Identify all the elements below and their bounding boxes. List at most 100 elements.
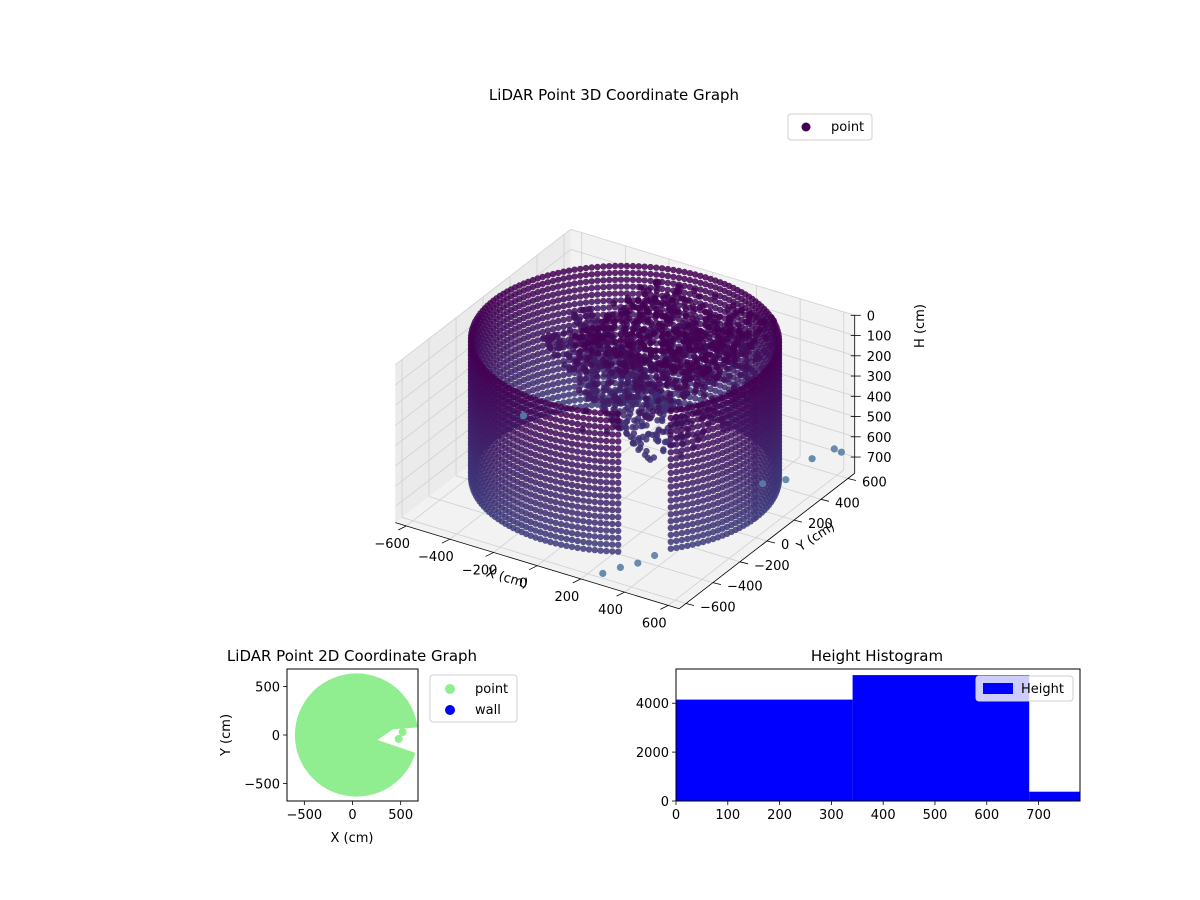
cloud-point bbox=[678, 516, 686, 523]
cloud-point bbox=[597, 416, 604, 424]
cloud-point bbox=[568, 426, 576, 434]
cloud-point bbox=[537, 522, 544, 529]
cloud-point bbox=[603, 547, 610, 555]
cloud-point bbox=[684, 439, 691, 446]
cloud-point bbox=[702, 287, 709, 295]
cloud-point bbox=[547, 497, 554, 504]
cloud-point bbox=[678, 481, 686, 489]
cloud-point bbox=[689, 534, 696, 541]
cloud-point bbox=[577, 286, 584, 293]
cloud-point bbox=[664, 265, 671, 273]
cloud-point bbox=[692, 271, 699, 278]
cloud-point bbox=[699, 401, 707, 408]
cloud-point bbox=[527, 477, 534, 484]
cloud-point bbox=[552, 512, 559, 520]
cloud-point bbox=[573, 358, 580, 365]
cloud-point bbox=[713, 375, 720, 382]
cloud-point bbox=[574, 482, 581, 490]
cloud-point bbox=[662, 394, 669, 401]
point-blob bbox=[398, 728, 407, 737]
cloud-point bbox=[679, 369, 686, 376]
cloud-point bbox=[685, 321, 693, 329]
cloud-point bbox=[542, 447, 549, 455]
cloud-point bbox=[693, 382, 700, 389]
cloud-point bbox=[574, 469, 581, 476]
cloud-point bbox=[667, 414, 674, 422]
cloud-point bbox=[542, 475, 549, 482]
cloud-point bbox=[585, 505, 593, 512]
cloud-point bbox=[539, 349, 546, 356]
cloud-point bbox=[537, 473, 544, 481]
cloud-point bbox=[532, 520, 539, 527]
cloud-point bbox=[663, 381, 670, 388]
cloud-point bbox=[634, 296, 642, 303]
cloud-point bbox=[591, 443, 598, 451]
cloud-point bbox=[714, 334, 722, 341]
cloud-point bbox=[678, 412, 686, 420]
cloud-point bbox=[547, 442, 554, 449]
cloud-point bbox=[552, 457, 559, 464]
cloud-point bbox=[585, 470, 593, 477]
cloud-point bbox=[591, 519, 598, 526]
cloud-point bbox=[694, 436, 702, 444]
cloud-point bbox=[757, 319, 764, 326]
cloud-point bbox=[611, 346, 618, 354]
cloud-point bbox=[627, 352, 635, 359]
cloud-point bbox=[608, 378, 615, 385]
cloud-point bbox=[563, 405, 570, 412]
cloud-point bbox=[563, 432, 570, 439]
cloud-point bbox=[563, 480, 570, 488]
cloud-point bbox=[637, 375, 644, 382]
x-tick-mark bbox=[572, 578, 582, 584]
cloud-point bbox=[689, 513, 696, 521]
cloud-point bbox=[568, 536, 576, 544]
cloud-point bbox=[699, 421, 707, 429]
cloud-point bbox=[534, 316, 541, 323]
cloud-point bbox=[705, 454, 712, 462]
cloud-point bbox=[537, 494, 544, 501]
cloud-point bbox=[684, 404, 691, 412]
y-tick-label: 2000 bbox=[636, 746, 669, 761]
cloud-point bbox=[668, 398, 675, 405]
cloud-point bbox=[670, 280, 677, 287]
cloud-point bbox=[615, 438, 622, 445]
cloud-point bbox=[609, 506, 616, 514]
cloud-point bbox=[542, 523, 549, 531]
cloud-point bbox=[619, 361, 626, 368]
cloud-point bbox=[544, 389, 551, 396]
x-tick-label: −200 bbox=[462, 563, 498, 578]
cloud-point bbox=[591, 450, 598, 457]
cloud-point bbox=[660, 447, 667, 455]
cloud-point bbox=[557, 424, 565, 431]
cloud-point bbox=[667, 456, 674, 463]
cloud-point bbox=[557, 403, 565, 411]
cloud-point bbox=[603, 513, 610, 520]
cloud-point bbox=[763, 333, 770, 341]
cloud-point bbox=[603, 451, 610, 458]
cloud-point bbox=[615, 486, 622, 493]
cloud-point bbox=[615, 452, 622, 459]
cloud-point bbox=[689, 431, 696, 438]
cloud-point bbox=[585, 422, 593, 429]
cloud-point bbox=[645, 380, 652, 388]
cloud-point bbox=[627, 362, 634, 370]
cloud-point bbox=[606, 304, 613, 311]
cloud-point bbox=[597, 423, 604, 430]
x-tick-label: 400 bbox=[598, 603, 623, 618]
cloud-point bbox=[603, 520, 610, 527]
cloud-point bbox=[588, 402, 595, 409]
cloud-point bbox=[563, 411, 570, 419]
outlier-point bbox=[808, 455, 816, 463]
cloud-point bbox=[577, 279, 584, 286]
cloud-point bbox=[705, 399, 712, 406]
cloud-point bbox=[606, 263, 613, 270]
cloud-point bbox=[639, 326, 646, 334]
cloud-point bbox=[694, 430, 702, 437]
cloud-point bbox=[577, 322, 584, 329]
cloud-point bbox=[684, 446, 691, 453]
cloud-point bbox=[557, 431, 565, 438]
cloud-point bbox=[731, 358, 739, 365]
cloud-point bbox=[705, 461, 712, 468]
cloud-point bbox=[673, 524, 680, 531]
cloud-point bbox=[623, 425, 630, 432]
